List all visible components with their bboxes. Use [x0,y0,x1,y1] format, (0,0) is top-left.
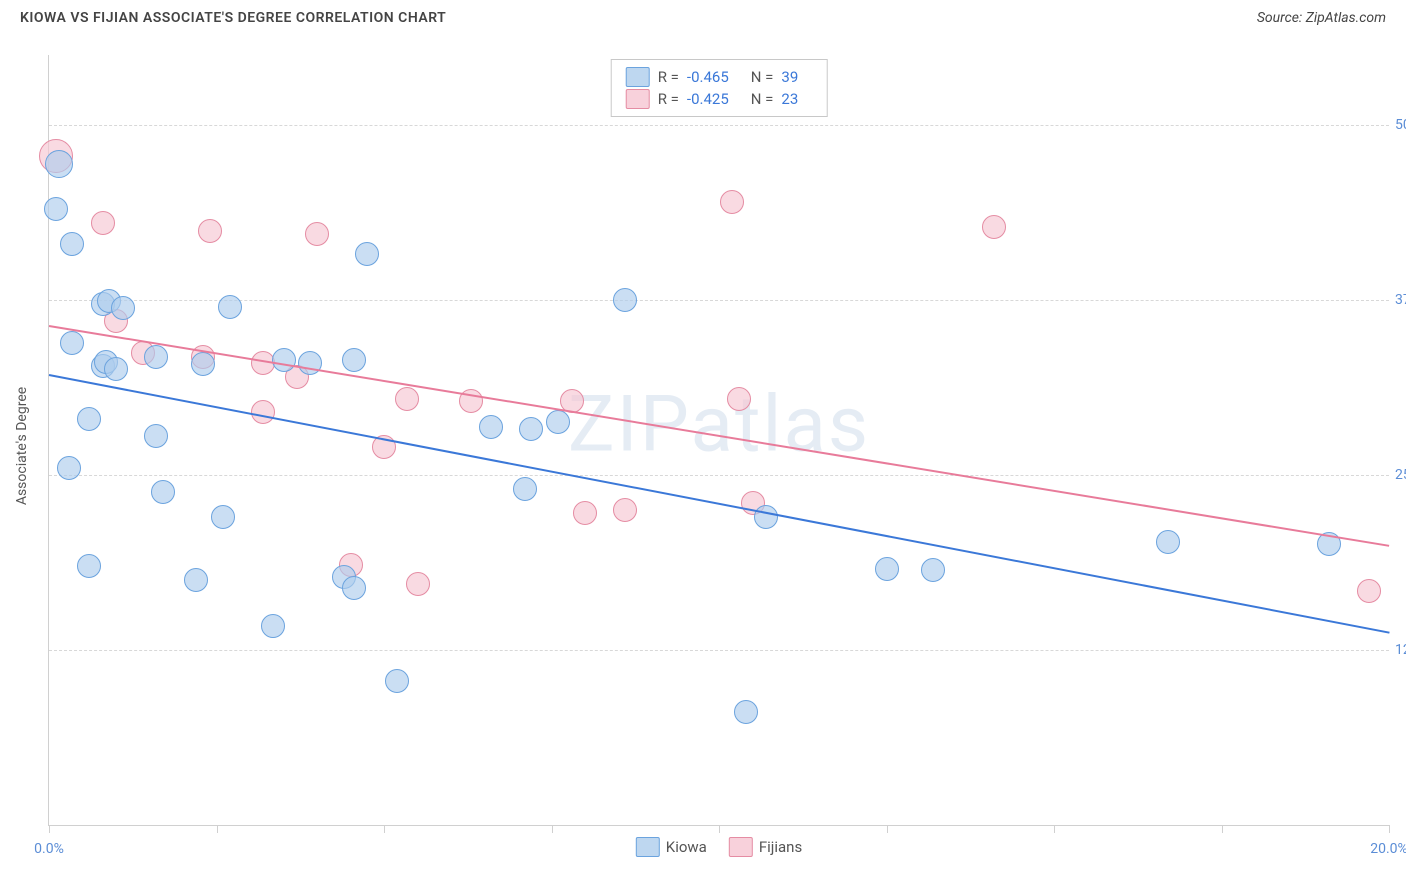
x-tick [887,825,888,833]
scatter-point-blue [613,288,637,312]
r-label: R = [658,90,679,108]
x-tick [719,825,720,833]
legend-swatch [626,89,650,109]
scatter-point-pink [198,219,222,243]
legend-swatch [626,67,650,87]
y-tick-label: 25.0% [1395,467,1406,483]
trend-line-trend-blue [49,374,1389,634]
scatter-point-pink [251,400,275,424]
grid-line [49,475,1389,476]
x-tick-label: 20.0% [1370,841,1406,857]
legend-row: R = -0.465 N = 39 [626,66,813,88]
scatter-point-blue [479,415,503,439]
scatter-point-pink [305,222,329,246]
legend-label: Fijians [759,838,802,856]
legend-item: Kiowa [636,837,707,857]
n-value: 39 [781,68,798,86]
scatter-point-blue [921,558,945,582]
scatter-point-blue [1156,530,1180,554]
scatter-point-pink [982,215,1006,239]
correlation-legend: R = -0.465 N = 39 R = -0.425 N = 23 [611,59,828,117]
r-value: -0.425 [687,90,729,108]
scatter-point-blue [342,576,366,600]
x-tick [384,825,385,833]
scatter-point-pink [613,498,637,522]
n-label: N = [751,68,774,86]
y-tick-label: 12.5% [1395,642,1406,658]
scatter-point-blue [144,345,168,369]
y-tick-label: 50.0% [1395,117,1406,133]
legend-row: R = -0.425 N = 23 [626,88,813,110]
scatter-point-pink [720,190,744,214]
y-tick-label: 37.5% [1395,292,1406,308]
scatter-point-blue [211,505,235,529]
x-tick [217,825,218,833]
scatter-point-blue [261,614,285,638]
chart-title: KIOWA VS FIJIAN ASSOCIATE'S DEGREE CORRE… [20,10,446,26]
scatter-point-blue [355,242,379,266]
x-tick [1222,825,1223,833]
grid-line [49,125,1389,126]
scatter-point-blue [734,700,758,724]
scatter-point-blue [151,480,175,504]
grid-line [49,650,1389,651]
y-axis-title: Associate's Degree [14,387,30,505]
scatter-point-blue [546,410,570,434]
scatter-point-blue [875,557,899,581]
scatter-point-pink [1357,579,1381,603]
x-tick [1054,825,1055,833]
n-value: 23 [781,90,798,108]
scatter-point-blue [111,296,135,320]
r-label: R = [658,68,679,86]
chart-container: KIOWA VS FIJIAN ASSOCIATE'S DEGREE CORRE… [0,0,1406,892]
scatter-point-pink [573,501,597,525]
scatter-point-blue [45,150,73,178]
scatter-point-pink [727,387,751,411]
trend-line-trend-pink [49,325,1389,547]
scatter-point-blue [184,568,208,592]
x-tick-label: 0.0% [34,841,64,857]
scatter-point-blue [385,669,409,693]
scatter-point-blue [342,348,366,372]
scatter-point-blue [191,352,215,376]
chart-plot-area: ZIPatlas R =-0.465N =39R =-0.425N =23 Ki… [48,55,1389,826]
scatter-point-blue [144,424,168,448]
scatter-point-pink [395,387,419,411]
scatter-point-blue [513,477,537,501]
scatter-point-blue [519,417,543,441]
source-attribution: Source: ZipAtlas.com [1257,10,1386,26]
series-legend: Kiowa Fijians [636,837,802,857]
x-tick [552,825,553,833]
legend-item: Fijians [729,837,802,857]
scatter-point-blue [60,331,84,355]
scatter-point-pink [91,211,115,235]
legend-swatch [729,837,753,857]
n-label: N = [751,90,774,108]
scatter-point-blue [754,505,778,529]
x-tick [1389,825,1390,833]
grid-line [49,300,1389,301]
scatter-point-blue [60,232,84,256]
r-value: -0.465 [687,68,729,86]
scatter-point-blue [77,407,101,431]
legend-label: Kiowa [666,838,707,856]
scatter-point-blue [77,554,101,578]
x-tick [49,825,50,833]
scatter-point-blue [44,197,68,221]
scatter-point-blue [272,348,296,372]
scatter-point-blue [218,295,242,319]
scatter-point-blue [104,357,128,381]
scatter-point-pink [406,572,430,596]
scatter-point-blue [57,456,81,480]
legend-swatch [636,837,660,857]
header: KIOWA VS FIJIAN ASSOCIATE'S DEGREE CORRE… [0,0,1406,31]
watermark: ZIPatlas [568,379,870,470]
